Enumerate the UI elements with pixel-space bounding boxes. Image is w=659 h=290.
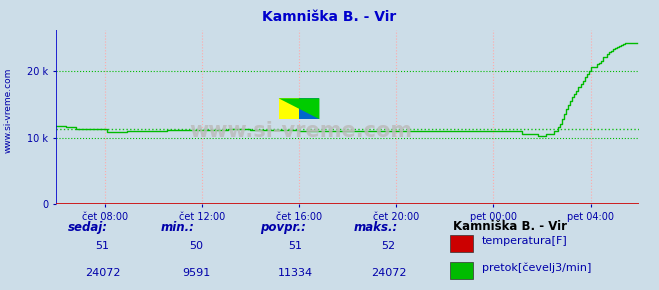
Text: temperatura[F]: temperatura[F] — [482, 236, 567, 246]
Text: www.si-vreme.com: www.si-vreme.com — [189, 122, 413, 141]
Text: povpr.:: povpr.: — [260, 221, 306, 234]
Text: 51: 51 — [288, 242, 302, 251]
FancyBboxPatch shape — [279, 98, 320, 119]
FancyBboxPatch shape — [449, 235, 473, 252]
Text: pretok[čevelj3/min]: pretok[čevelj3/min] — [482, 263, 591, 273]
Text: 52: 52 — [382, 242, 395, 251]
FancyBboxPatch shape — [299, 98, 320, 119]
Text: min.:: min.: — [161, 221, 195, 234]
Text: 24072: 24072 — [371, 268, 406, 278]
Text: 11334: 11334 — [277, 268, 313, 278]
FancyBboxPatch shape — [449, 262, 473, 279]
Polygon shape — [279, 98, 320, 119]
Text: sedaj:: sedaj: — [68, 221, 107, 234]
Text: maks.:: maks.: — [353, 221, 397, 234]
Text: 24072: 24072 — [85, 268, 121, 278]
Text: 51: 51 — [96, 242, 109, 251]
Text: www.si-vreme.com: www.si-vreme.com — [3, 68, 13, 153]
Text: Kamniška B. - Vir: Kamniška B. - Vir — [453, 220, 567, 233]
Text: Kamniška B. - Vir: Kamniška B. - Vir — [262, 10, 397, 24]
Text: 9591: 9591 — [182, 268, 210, 278]
Text: 50: 50 — [189, 242, 203, 251]
